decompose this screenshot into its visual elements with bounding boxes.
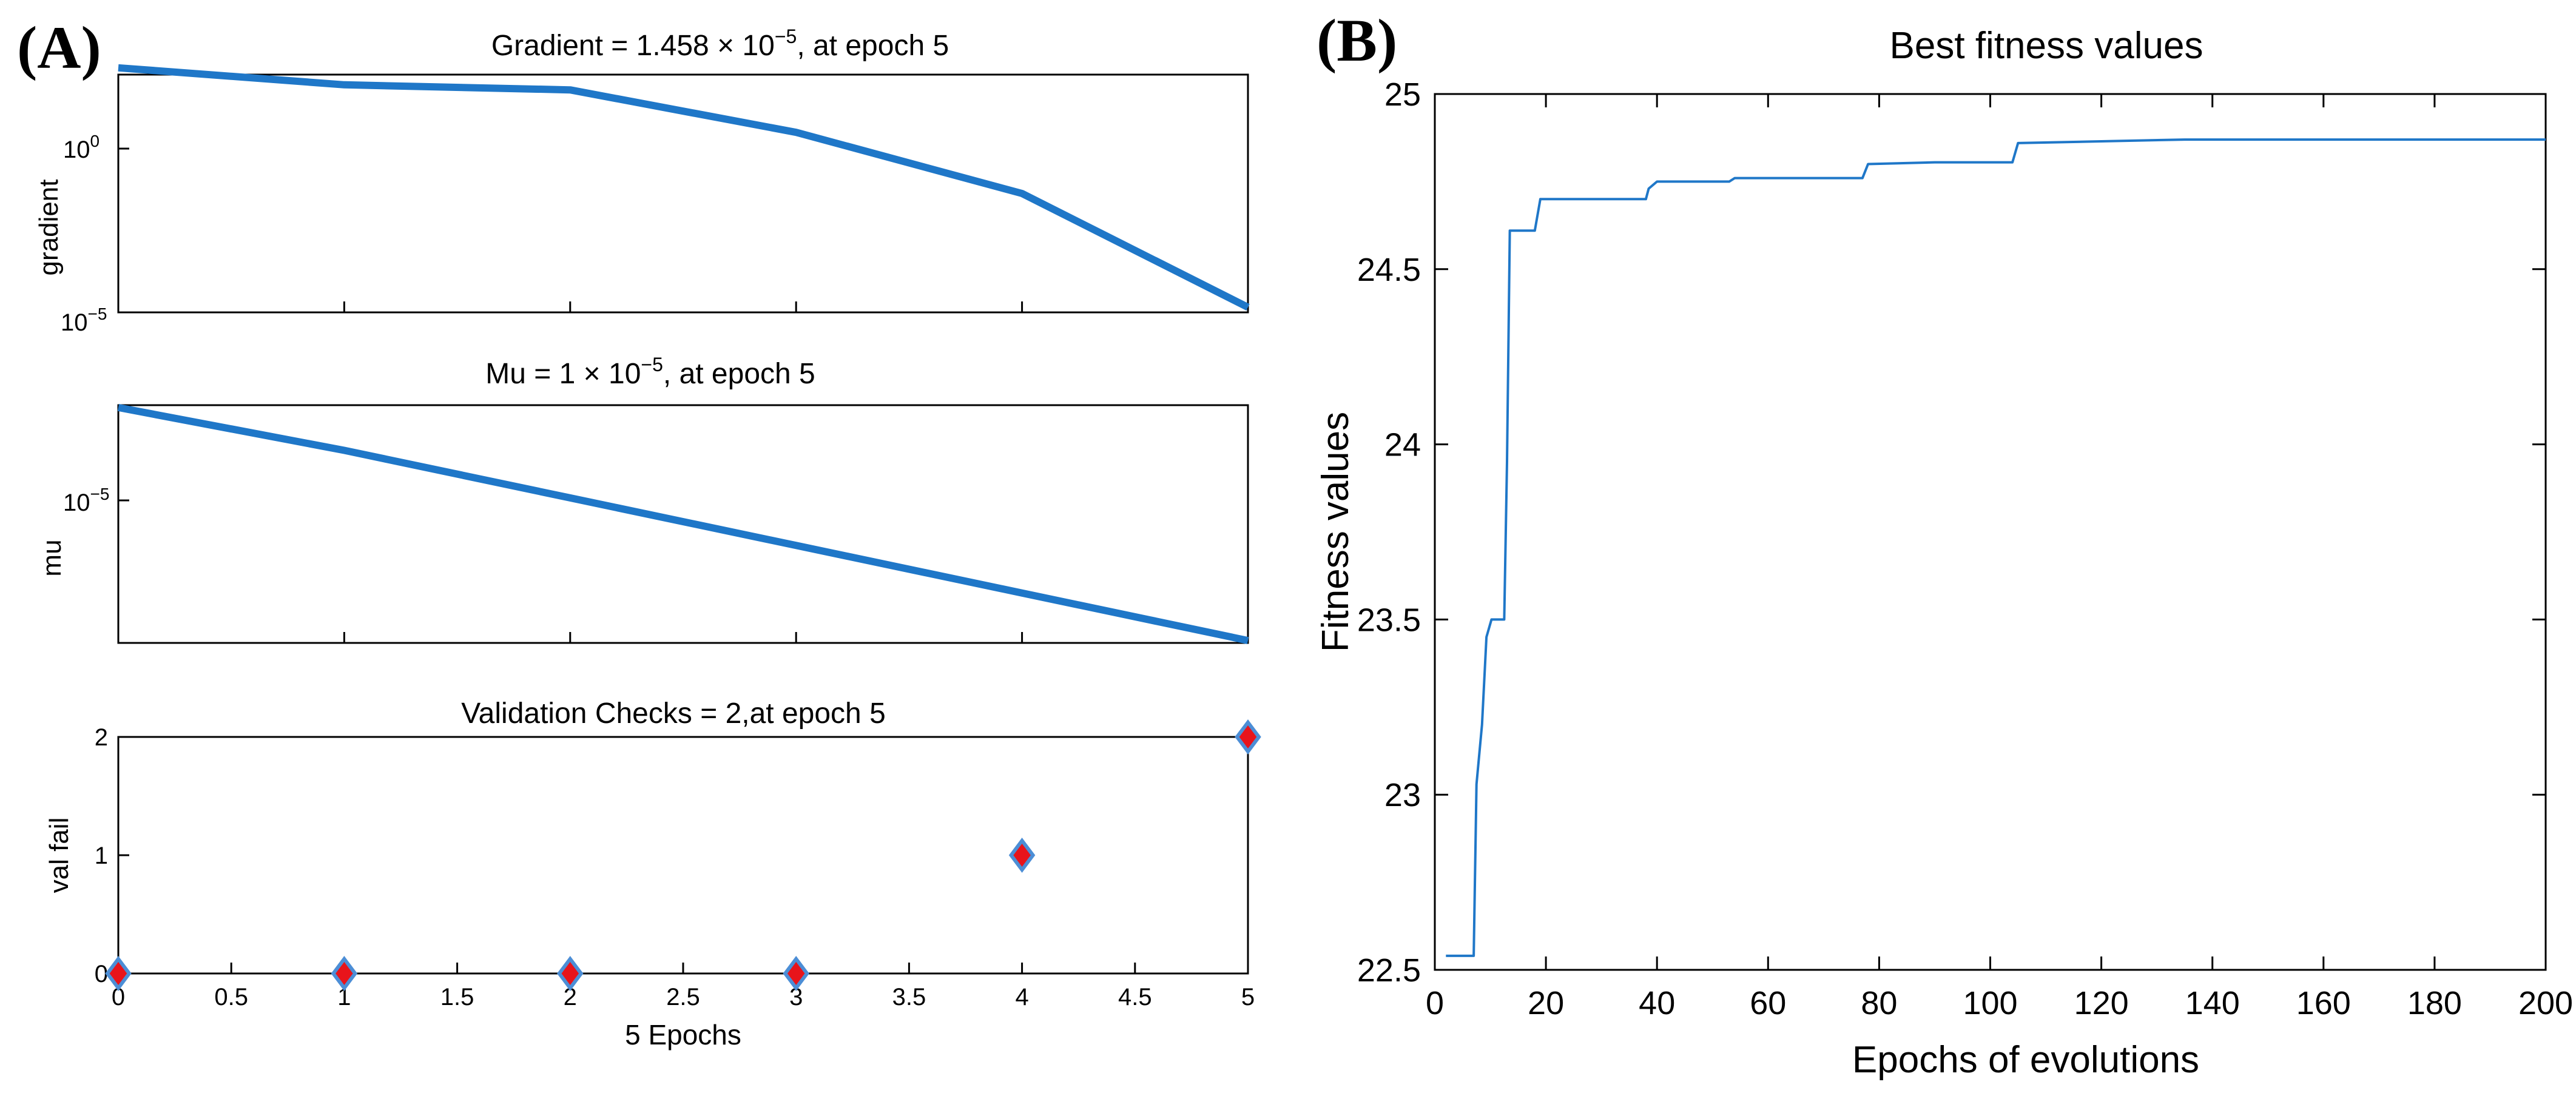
gradient-axes-frame (117, 73, 1249, 314)
gradient-ytick-label-1: 10−5 (61, 304, 107, 336)
fitness-xtick-label: 60 (1750, 985, 1786, 1021)
fitness-xtick-label: 180 (2407, 985, 2462, 1021)
val-point-marker (1235, 719, 1261, 755)
fitness-ytick-label: 24.5 (1357, 252, 1421, 288)
fitness-ytick-label: 24 (1384, 427, 1421, 463)
val-xtick-label: 2.5 (666, 984, 700, 1010)
fitness-ytick-label: 22.5 (1357, 952, 1421, 989)
fitness-x-ticks: 0 20 40 60 80 100 120 140 160 180 200 (1426, 94, 2573, 1021)
val-point-marker (783, 956, 809, 991)
val-title: Validation Checks = 2,at epoch 5 (461, 698, 886, 730)
val-xtick-label: 1.5 (440, 984, 474, 1010)
val-xtick-label: 1 (337, 984, 351, 1010)
val-xtick-label: 0.5 (214, 984, 248, 1010)
val-ytick-label: 2 (95, 724, 108, 751)
val-point-marker (557, 956, 584, 991)
fitness-xtick-label: 80 (1861, 985, 1897, 1021)
fitness-series-line (1446, 138, 2546, 957)
val-xtick-label: 0 (112, 984, 125, 1010)
val-xtick-label: 5 (1241, 984, 1255, 1010)
val-xtick-label: 4 (1015, 984, 1028, 1010)
mu-series-line (117, 404, 1249, 644)
panel-label-a: (A) (17, 14, 101, 81)
fitness-xtick-label: 100 (1963, 985, 2017, 1021)
val-point-marker (331, 956, 358, 991)
fitness-xtick-label: 120 (2074, 985, 2129, 1021)
fitness-xtick-label: 20 (1528, 985, 1564, 1021)
val-point-marker (105, 956, 132, 991)
fitness-xlabel: Epochs of evolutions (1852, 1039, 2199, 1081)
val-ytick-label: 1 (95, 842, 108, 869)
val-x-ticks: 0 0.5 1 1.5 2 2.5 3 3.5 4 4.5 5 (112, 963, 1255, 1010)
fitness-plot: Best fitness values Fitness values Epoch… (1315, 25, 2573, 1081)
val-xtick-label: 4.5 (1118, 984, 1152, 1010)
fitness-xtick-label: 40 (1639, 985, 1675, 1021)
mu-subplot: Mu = 1 × 10−5, at epoch 5 10−5 mu (37, 354, 1249, 644)
mu-ylabel: mu (37, 539, 67, 576)
panel-label-b: (B) (1317, 7, 1397, 74)
fitness-xtick-label: 160 (2296, 985, 2351, 1021)
fitness-ylabel: Fitness values (1315, 412, 1357, 652)
val-point-marker (1008, 838, 1036, 873)
gradient-x-ticks (343, 301, 1023, 312)
val-ytick-label: 0 (95, 961, 108, 987)
val-points (105, 719, 1261, 991)
mu-title: Mu = 1 × 10−5, at epoch 5 (485, 354, 815, 390)
val-xtick-label: 2 (564, 984, 577, 1010)
val-xtick-label: 3 (789, 984, 803, 1010)
val-subplot: Validation Checks = 2,at epoch 5 val fai… (44, 698, 1261, 1051)
mu-x-ticks (343, 632, 1023, 643)
fitness-y-ticks: 22.5 23 23.5 24 24.5 25 (1357, 76, 2546, 989)
mu-axes-frame (117, 404, 1249, 644)
mu-ytick-label-0: 10−5 (63, 485, 109, 516)
gradient-ytick-label-0: 100 (63, 132, 99, 163)
gradient-title: Gradient = 1.458 × 10−5, at epoch 5 (491, 25, 949, 62)
val-xlabel: 5 Epochs (625, 1019, 741, 1051)
fitness-ytick-label: 23.5 (1357, 602, 1421, 638)
fitness-xtick-label: 0 (1426, 985, 1444, 1021)
val-xtick-label: 3.5 (892, 984, 926, 1010)
val-ylabel: val fail (44, 818, 74, 893)
fitness-ytick-label: 25 (1384, 76, 1421, 113)
fitness-xtick-label: 200 (2518, 985, 2573, 1021)
val-y-ticks: 0 1 2 (95, 724, 129, 987)
gradient-series-line (118, 64, 1250, 311)
gradient-ylabel: gradient (34, 179, 64, 275)
gradient-subplot: Gradient = 1.458 × 10−5, at epoch 5 100 … (34, 25, 1250, 336)
fitness-ytick-label: 23 (1384, 777, 1421, 813)
fitness-title: Best fitness values (1890, 25, 2203, 67)
fitness-xtick-label: 140 (2185, 985, 2240, 1021)
